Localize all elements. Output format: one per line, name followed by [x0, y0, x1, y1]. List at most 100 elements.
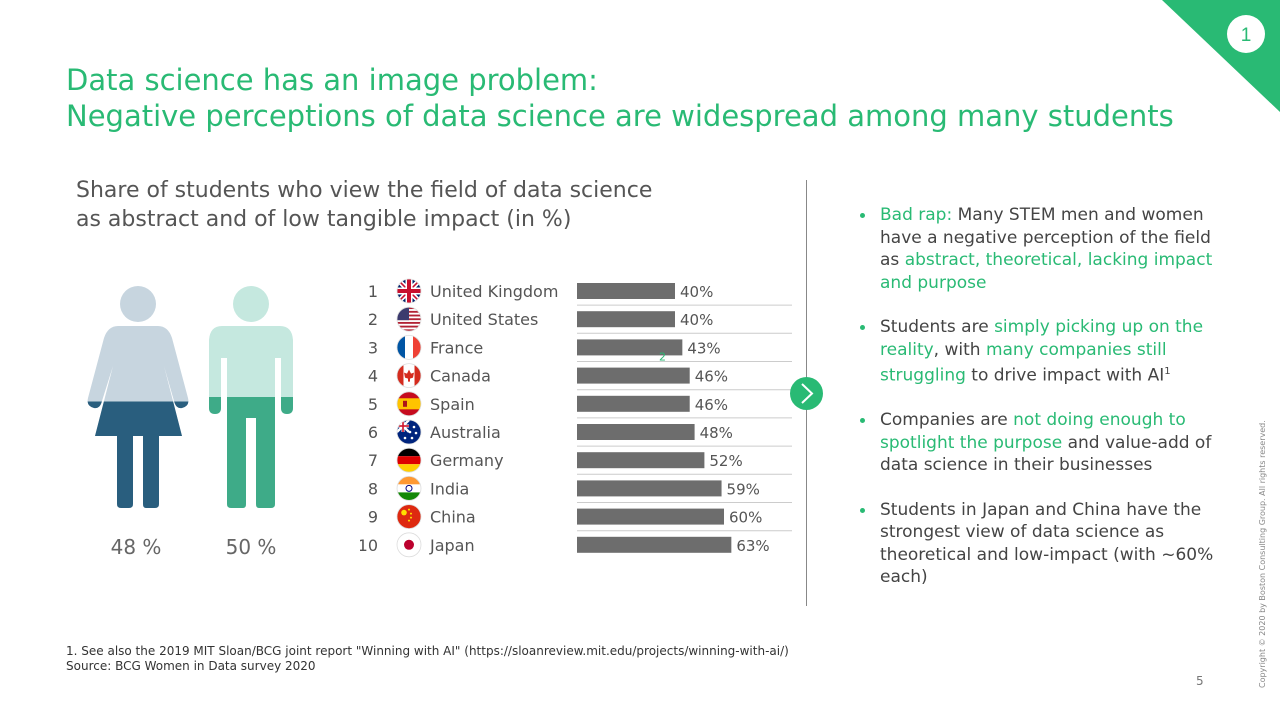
footnote-marker: 1: [1164, 366, 1171, 377]
value-label: 60%: [729, 509, 762, 527]
page-number: 5: [1196, 674, 1204, 688]
bar: [577, 339, 683, 356]
bar: [577, 508, 724, 525]
bar: [577, 367, 690, 384]
footnote-1: 1. See also the 2019 MIT Sloan/BCG joint…: [66, 644, 789, 658]
value-label: 43%: [687, 339, 720, 357]
country-bar-chart: 1 United Kingdom 40% 2 United States 40% 3 Fran…: [360, 278, 792, 558]
chart-title-line-2: as abstract and of low tangible impact (…: [76, 207, 572, 232]
page-badge-circle: [1227, 15, 1265, 53]
canada-flag-icon: [396, 363, 422, 388]
annotation-marker: 2: [659, 350, 666, 363]
rank-label: 2: [368, 310, 378, 329]
bar-row-3: 3 France 43%: [368, 335, 792, 362]
india-flag-icon: [396, 475, 422, 501]
highlight-text: Bad rap:: [880, 205, 953, 225]
china-flag-icon: [396, 504, 422, 530]
country-label: Canada: [430, 367, 491, 386]
spain-flag-icon: [396, 391, 422, 417]
country-label: United Kingdom: [430, 282, 558, 301]
woman-icon: [87, 286, 189, 508]
value-label: 46%: [695, 368, 728, 386]
bar-row-2: 2 United States 40%: [368, 306, 792, 334]
bar-row-10: 10 Japan 63%: [360, 532, 770, 558]
value-label: 46%: [695, 396, 728, 414]
corner-badge: 1: [1162, 0, 1280, 112]
body-text: to drive impact with AI: [965, 365, 1165, 386]
country-label: Germany: [430, 451, 504, 470]
body-text: Students in Japan and China have the str…: [880, 499, 1214, 588]
highlight-text: many companies still struggling: [880, 339, 1167, 386]
chevron-right-icon[interactable]: [790, 377, 823, 410]
us-flag-icon: [396, 306, 422, 332]
value-label: 52%: [709, 452, 742, 470]
bar-row-1: 1 United Kingdom 40%: [368, 278, 792, 306]
france-flag-icon: [396, 335, 422, 360]
value-label: 63%: [736, 537, 769, 555]
rank-label: 4: [368, 367, 378, 386]
men-percent-label: 50 %: [226, 535, 277, 559]
bar: [577, 536, 732, 553]
value-label: 40%: [680, 311, 713, 329]
chart-title-line-1: Share of students who view the field of …: [76, 178, 653, 203]
rank-label: 3: [368, 338, 378, 357]
body-text: Students are: [880, 317, 995, 337]
value-label: 48%: [700, 424, 733, 442]
bar-row-7: 7 Germany 52%: [368, 447, 792, 475]
rank-label: 10: [360, 536, 378, 555]
highlight-text: simply picking up on the reality: [880, 317, 1204, 360]
value-label: 59%: [727, 480, 760, 498]
copyright-notice: Copyright © 2020 by Boston Consulting Gr…: [1258, 420, 1267, 688]
rank-label: 6: [368, 423, 378, 442]
country-label: Japan: [429, 536, 475, 555]
chart-title: Share of students who view the field of …: [76, 176, 696, 234]
value-label: 40%: [680, 283, 713, 301]
country-label: Spain: [430, 395, 475, 414]
slide-title: Data science has an image problem: Negat…: [66, 62, 1216, 134]
bar: [577, 424, 695, 440]
japan-flag-icon: [396, 532, 422, 558]
body-text: and value-add of data science in their b…: [880, 432, 1212, 476]
highlight-text: not doing enough to spotlight the purpos…: [880, 410, 1186, 453]
bar: [577, 480, 722, 497]
country-label: India: [430, 479, 469, 498]
footnotes: 1. See also the 2019 MIT Sloan/BCG joint…: [66, 644, 789, 674]
highlight-text: abstract, theoretical, lacking impact an…: [880, 250, 1213, 293]
body-text: Companies are: [880, 410, 1014, 431]
bullet-item: Bad rap: Many STEM men and women have a …: [858, 204, 1218, 294]
man-icon: [209, 286, 293, 508]
bar-row-8: 8 India 59%: [368, 475, 792, 503]
country-label: China: [430, 508, 476, 527]
bar-row-4: 4 Canada 46%: [368, 363, 792, 391]
country-label: Australia: [430, 423, 501, 442]
bar: [577, 452, 705, 469]
bar: [577, 283, 675, 299]
source-note: Source: BCG Women in Data survey 2020: [66, 659, 316, 673]
bar: [577, 311, 675, 328]
insight-bullets: Bad rap: Many STEM men and women have a …: [858, 204, 1218, 611]
country-label: France: [430, 338, 483, 357]
uk-flag-icon: [396, 278, 422, 304]
rank-label: 8: [368, 479, 378, 498]
bar-row-6: 6 Australia 48%: [368, 419, 792, 447]
bar-row-5: 5 Spain 46%: [368, 391, 792, 419]
woman-icon-light: [87, 286, 189, 508]
body-text: Many STEM men and women have a negative …: [880, 205, 1211, 270]
germany-flag-icon: [396, 447, 422, 473]
bullet-item: Companies are not doing enough to spotli…: [858, 409, 1218, 477]
slide-title-line-1: Data science has an image problem:: [66, 63, 598, 97]
rank-label: 9: [368, 508, 378, 527]
gender-pictogram: 48 % 50 %: [87, 286, 293, 559]
rank-label: 1: [368, 282, 378, 301]
bar: [577, 395, 690, 412]
bullet-item: Students are simply picking up on the re…: [858, 316, 1218, 387]
bullet-item: Students in Japan and China have the str…: [858, 499, 1218, 589]
body-text: , with: [933, 339, 986, 360]
australia-flag-icon: [396, 419, 422, 445]
rank-label: 7: [368, 451, 378, 470]
bar-row-9: 9 China 60%: [368, 504, 792, 532]
country-label: United States: [430, 310, 538, 329]
women-percent-label: 48 %: [111, 535, 162, 559]
rank-label: 5: [368, 395, 378, 414]
slide-title-line-2: Negative perceptions of data science are…: [66, 99, 1174, 133]
